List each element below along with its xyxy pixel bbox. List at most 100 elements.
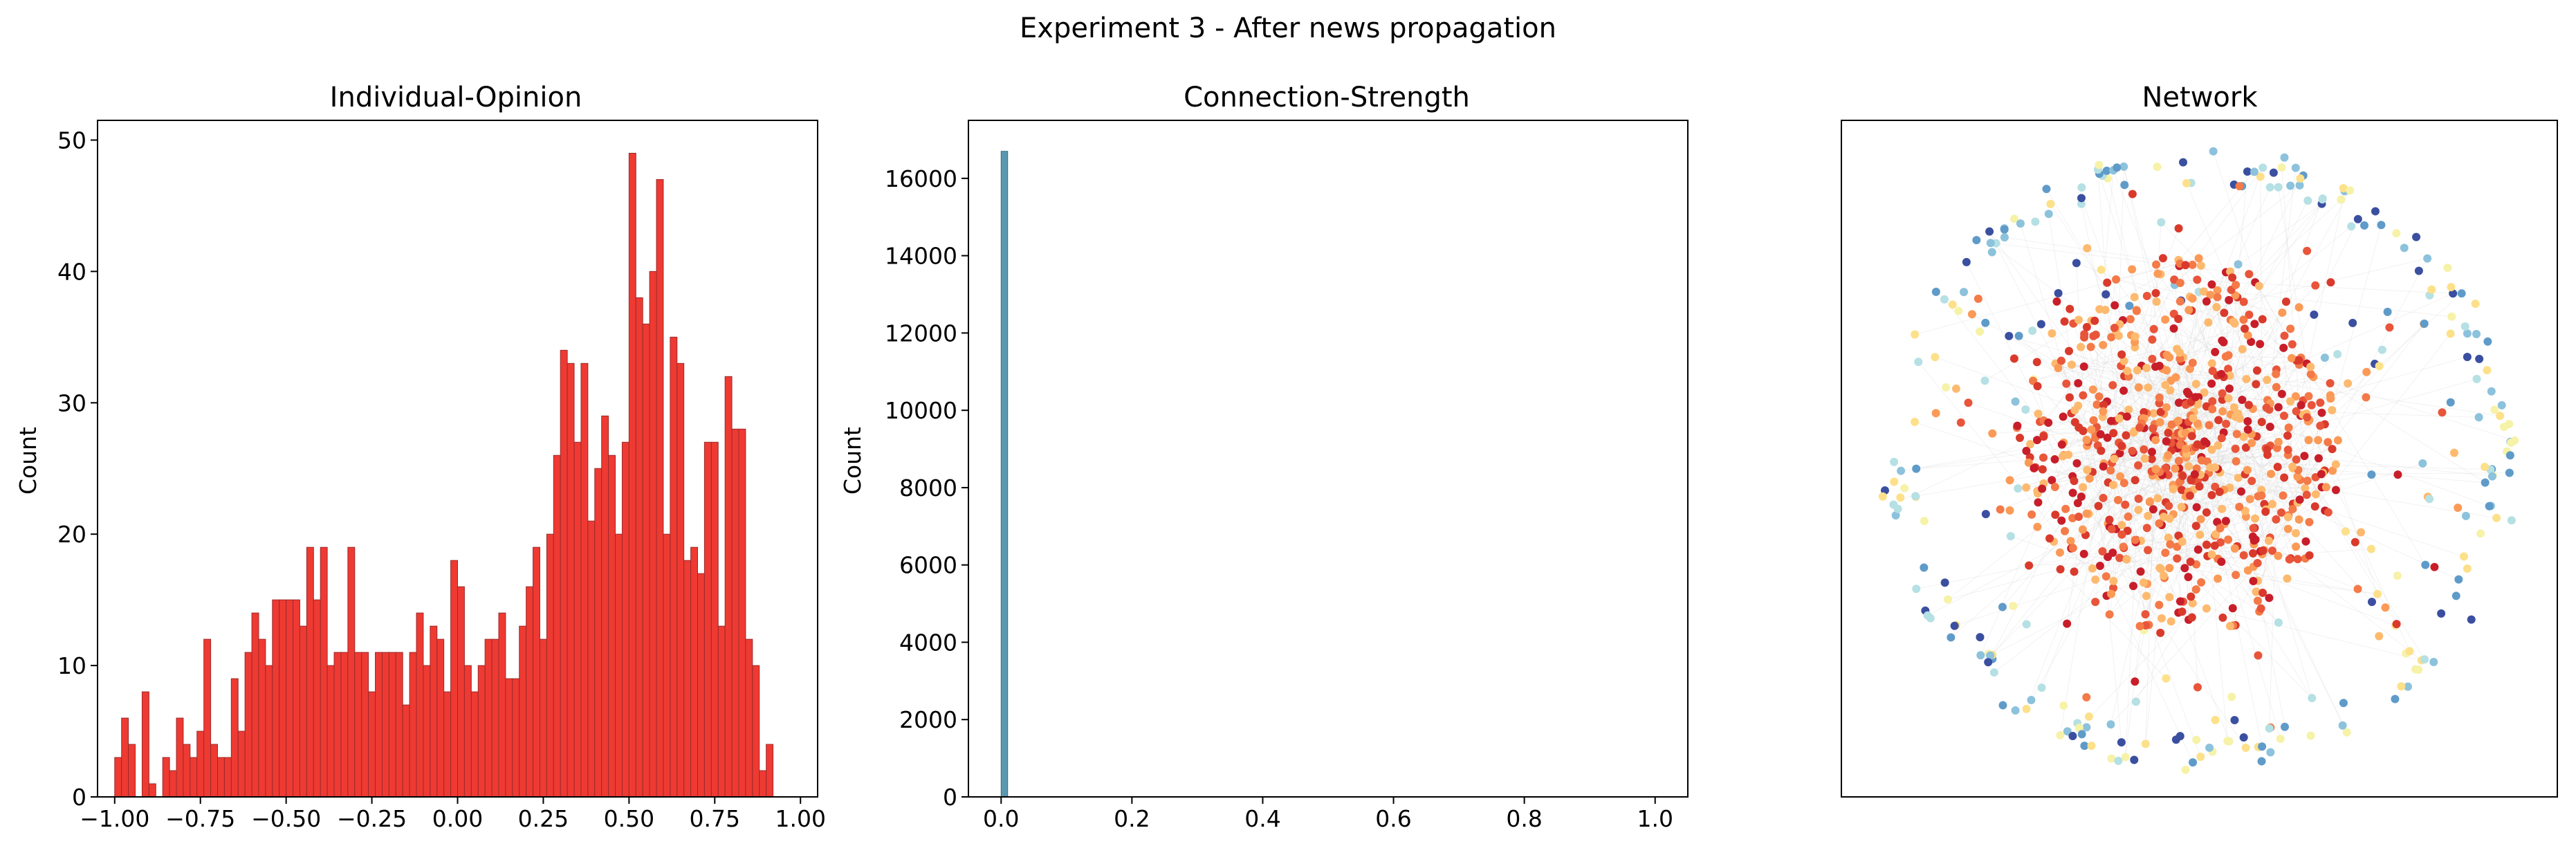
network-node: [2291, 163, 2300, 172]
network-node: [2447, 312, 2456, 321]
network-node: [2151, 436, 2160, 445]
network-node: [1911, 330, 1920, 339]
network-node: [2224, 365, 2233, 374]
network-edge: [2255, 506, 2315, 540]
network-node: [1943, 595, 1952, 604]
network-node: [2124, 405, 2133, 414]
network-node: [2257, 757, 2266, 766]
network-node: [2171, 735, 2180, 744]
network-node: [2178, 537, 2187, 546]
network-node: [2454, 575, 2463, 584]
network-edge: [2095, 416, 2122, 603]
network-node: [2131, 332, 2140, 341]
network-node: [2241, 324, 2250, 333]
network-node: [2197, 456, 2206, 465]
network-node: [2274, 183, 2283, 192]
network-edge: [2079, 362, 2193, 428]
network-node: [2226, 622, 2235, 631]
network-node: [2221, 517, 2230, 526]
network-node: [2144, 383, 2153, 392]
network-node: [2253, 559, 2262, 568]
network-node: [2274, 551, 2283, 560]
network-edge: [2098, 447, 2247, 506]
network-node: [2066, 304, 2074, 313]
network-node: [2223, 737, 2232, 746]
network-edge: [2092, 360, 2297, 390]
network-edge: [2145, 605, 2160, 744]
network-edge: [2160, 222, 2331, 399]
network-edge: [2245, 439, 2319, 475]
network-node: [2000, 233, 2009, 242]
network-node: [2475, 354, 2484, 363]
network-node: [2256, 172, 2265, 181]
network-edge: [2331, 225, 2382, 411]
opinion-histogram-bar: [724, 376, 733, 798]
network-edge: [2081, 496, 2254, 554]
network-edge: [2097, 169, 2187, 449]
network-node: [2106, 416, 2115, 425]
network-node: [2009, 601, 2018, 610]
network-edge: [2223, 313, 2327, 488]
network-node: [1878, 492, 1887, 501]
network-node: [2219, 338, 2228, 347]
network-node: [2119, 356, 2128, 365]
network-node: [2088, 564, 2097, 573]
network-node: [2331, 460, 2340, 469]
network-node: [2193, 275, 2202, 284]
network-node: [1989, 668, 1998, 677]
network-node: [2095, 562, 2104, 571]
opinion-histogram-bar: [395, 652, 403, 798]
network-node: [2414, 665, 2423, 674]
network-node: [2114, 495, 2123, 504]
network-node: [2099, 493, 2108, 502]
network-node: [2300, 452, 2309, 461]
network-node: [2234, 260, 2243, 269]
network-edge: [2191, 436, 2281, 739]
network-edge: [2077, 463, 2216, 535]
network-node: [2122, 555, 2131, 564]
network-node: [2377, 221, 2386, 230]
network-node: [2373, 589, 2382, 598]
network-node: [2141, 610, 2150, 619]
network-node: [2173, 554, 2182, 563]
strength-histogram-bars: [1000, 151, 1009, 798]
opinion-histogram-bar: [443, 691, 452, 798]
network-node: [2228, 273, 2237, 282]
network-node: [2331, 486, 2340, 495]
network-node: [2257, 418, 2266, 427]
network-edge: [2134, 228, 2180, 342]
network-node: [2096, 430, 2105, 439]
strength-histogram-xtick-label: 1.0: [1637, 805, 1673, 832]
opinion-histogram-ytick-label: 30: [57, 389, 86, 416]
network-node: [2182, 178, 2191, 187]
network-node: [2050, 455, 2059, 464]
opinion-histogram-bar: [573, 441, 582, 798]
network-node: [2217, 558, 2226, 567]
network-node: [2142, 591, 2151, 600]
network-node: [2294, 515, 2303, 524]
network-node: [2084, 712, 2093, 721]
network-node: [2082, 322, 2091, 331]
network-node: [2217, 434, 2226, 443]
network-node: [2191, 522, 2200, 531]
network-node: [2119, 162, 2128, 171]
network-node: [2061, 526, 2070, 535]
network-node: [2304, 392, 2313, 401]
network-edge: [2182, 328, 2245, 358]
network-edge: [2106, 420, 2219, 596]
network-node: [2135, 622, 2144, 631]
network-node: [2011, 397, 2020, 406]
network-node: [2128, 446, 2137, 455]
network-node: [2360, 221, 2369, 230]
network-node: [2276, 734, 2285, 743]
network-node: [2174, 224, 2183, 233]
opinion-histogram-panel: Individual-Opinion Count −1.00 −0.75 −0.50…: [15, 82, 826, 832]
network-node: [2225, 295, 2234, 304]
network-node: [2042, 185, 2051, 194]
network-node: [2463, 329, 2472, 338]
network-node: [2247, 477, 2256, 486]
network-node: [2483, 337, 2492, 346]
network-node: [2134, 461, 2143, 470]
network-node: [2239, 432, 2248, 441]
network-node: [2252, 366, 2261, 375]
